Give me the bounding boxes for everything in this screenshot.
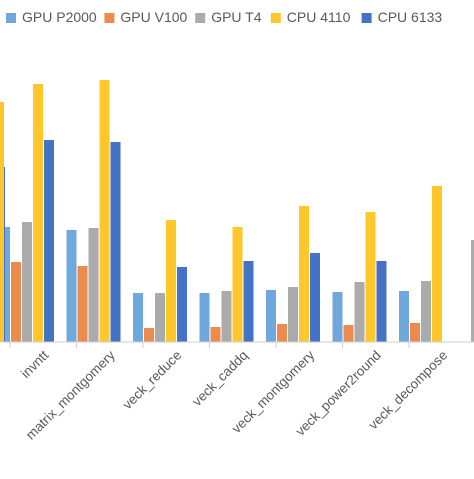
bar-cpu-4110-veck-reduce xyxy=(166,220,176,342)
bar-cpu-4110-veck-montgomery xyxy=(299,206,309,342)
bar-gpu-t4-matrix-montgomery xyxy=(88,228,99,342)
bar-gpu-t4-veck-caddq xyxy=(221,291,232,342)
x-tick-label-veck-caddq: veck_caddq xyxy=(189,348,251,410)
legend-label-gpu-v100: GPU V100 xyxy=(120,9,187,25)
legend-swatch-gpu-t4 xyxy=(195,13,206,23)
bar-partial-cutoff xyxy=(471,240,474,342)
legend-swatch-gpu-p2000 xyxy=(6,13,16,23)
bars xyxy=(0,80,474,342)
bar-gpu-v100-veck-decompose xyxy=(410,323,420,342)
bar-gpu-p2000-veck-power2round xyxy=(332,292,343,342)
bar-gpu-p2000-veck-reduce xyxy=(133,293,143,342)
bar-cpu-4110-veck-caddq xyxy=(232,227,243,342)
bar-cpu-4110-matrix-montgomery xyxy=(99,80,110,342)
bar-gpu-p2000-veck-montgomery xyxy=(266,290,276,342)
bar-gpu-t4-veck-decompose xyxy=(421,281,431,342)
legend-label-gpu-t4: GPU T4 xyxy=(211,9,262,25)
bar-gpu-p2000-veck-decompose xyxy=(399,291,409,342)
bar-cpu-6133-matrix-montgomery xyxy=(110,142,121,342)
bar-gpu-t4-veck-reduce xyxy=(155,293,165,342)
bar-gpu-p2000-matrix-montgomery xyxy=(66,230,77,342)
bar-partial-left-cpu-4110 xyxy=(0,102,4,342)
x-tick-label-invntt: invntt xyxy=(18,347,52,381)
bar-gpu-t4-veck-power2round xyxy=(354,282,365,342)
bar-gpu-t4-veck-montgomery xyxy=(288,287,298,342)
bar-cpu-4110-veck-power2round xyxy=(365,212,376,342)
legend-swatch-cpu-4110 xyxy=(270,13,281,23)
bar-gpu-v100-veck-reduce xyxy=(144,328,154,342)
legend-swatch-gpu-v100 xyxy=(104,13,115,23)
bar-gpu-v100-veck-caddq xyxy=(210,327,221,342)
x-tick-label-veck-reduce: veck_reduce xyxy=(120,348,185,413)
bar-cpu-6133-invntt xyxy=(44,140,54,342)
bar-cpu-6133-veck-caddq xyxy=(243,261,254,342)
legend-label-cpu-4110: CPU 4110 xyxy=(287,9,351,25)
bar-cpu-6133-veck-reduce xyxy=(177,267,187,342)
legend-swatch-cpu-6133 xyxy=(361,13,372,23)
bar-cpu-4110-veck-decompose xyxy=(432,186,442,342)
legend-label-cpu-6133: CPU 6133 xyxy=(378,9,443,25)
bar-cpu-4110-invntt xyxy=(33,84,43,342)
bar-gpu-v100-veck-power2round xyxy=(343,325,354,342)
legend: GPU P2000 GPU V100 GPU T4 CPU 4110 CPU 6133 xyxy=(6,9,442,25)
bar-gpu-v100-veck-montgomery xyxy=(277,324,287,342)
x-ticks xyxy=(9,342,410,348)
bar-gpu-v100-matrix-montgomery xyxy=(77,266,88,342)
bar-cpu-6133-veck-power2round xyxy=(376,261,387,342)
legend-label-gpu-p2000: GPU P2000 xyxy=(22,9,97,25)
bar-gpu-t4-invntt xyxy=(22,222,32,342)
bar-cpu-6133-veck-montgomery xyxy=(310,253,320,342)
bar-gpu-v100-invntt xyxy=(11,262,21,342)
bar-gpu-p2000-veck-caddq xyxy=(199,293,210,342)
